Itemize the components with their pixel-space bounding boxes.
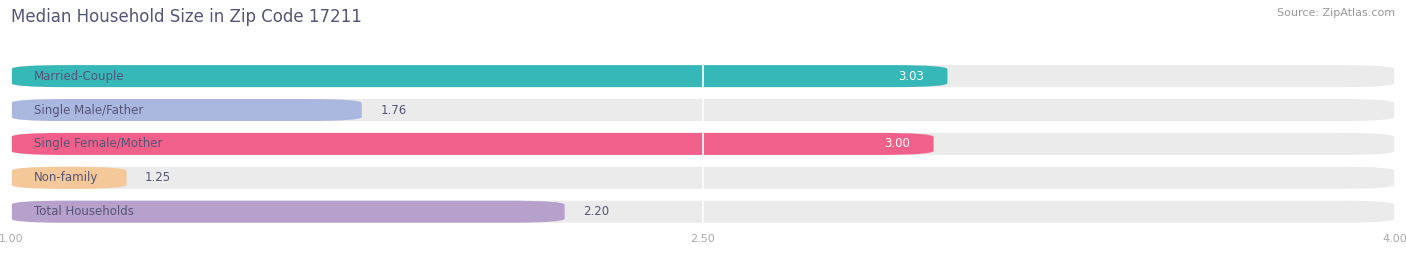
Text: 1.76: 1.76 [380, 104, 406, 116]
Text: Total Households: Total Households [34, 205, 134, 218]
Text: 2.20: 2.20 [583, 205, 609, 218]
FancyBboxPatch shape [11, 167, 1395, 189]
FancyBboxPatch shape [11, 133, 934, 155]
FancyBboxPatch shape [11, 133, 1395, 155]
FancyBboxPatch shape [11, 99, 361, 121]
Text: Single Female/Mother: Single Female/Mother [34, 137, 163, 150]
Text: Source: ZipAtlas.com: Source: ZipAtlas.com [1277, 8, 1395, 18]
Text: Single Male/Father: Single Male/Father [34, 104, 143, 116]
Text: Median Household Size in Zip Code 17211: Median Household Size in Zip Code 17211 [11, 8, 363, 26]
Text: Non-family: Non-family [34, 171, 98, 184]
Text: Married-Couple: Married-Couple [34, 70, 125, 83]
FancyBboxPatch shape [11, 65, 948, 87]
FancyBboxPatch shape [11, 65, 1395, 87]
Text: 3.03: 3.03 [898, 70, 924, 83]
Text: 3.00: 3.00 [884, 137, 911, 150]
FancyBboxPatch shape [11, 201, 1395, 223]
FancyBboxPatch shape [11, 201, 565, 223]
Text: 1.25: 1.25 [145, 171, 172, 184]
FancyBboxPatch shape [11, 99, 1395, 121]
FancyBboxPatch shape [11, 167, 127, 189]
